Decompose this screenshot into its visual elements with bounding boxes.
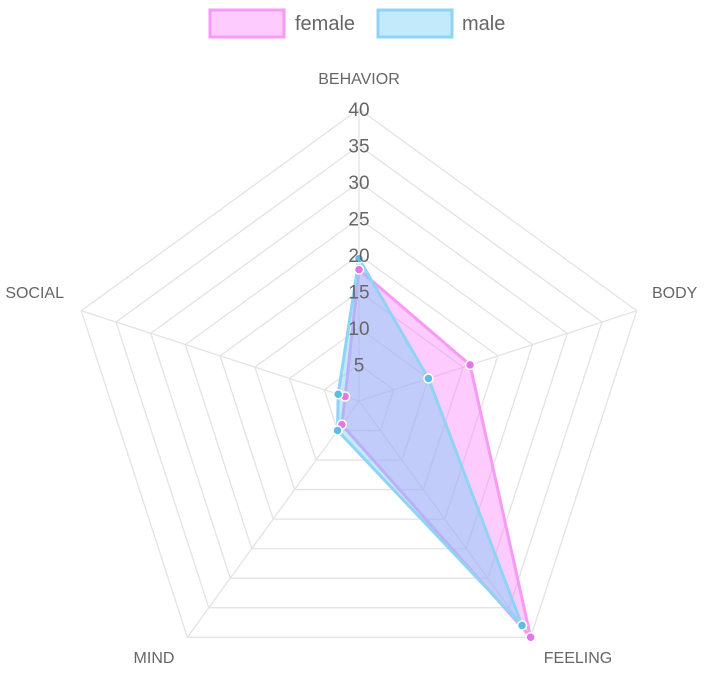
radar-grid xyxy=(80,108,638,638)
grid-ring xyxy=(254,290,464,491)
category-label-body: BODY xyxy=(652,285,698,302)
category-labels: BEHAVIOR BODY FEELING MIND SOCIAL xyxy=(5,71,697,667)
grid-ring xyxy=(288,327,430,461)
tick-label: 10 xyxy=(348,319,369,340)
data-point[interactable] xyxy=(464,359,476,371)
legend-swatch-female[interactable] xyxy=(208,8,286,39)
data-point[interactable] xyxy=(332,388,344,400)
tick-label: 25 xyxy=(348,210,369,231)
grid-spoke xyxy=(358,400,532,638)
legend-label-female[interactable]: female xyxy=(295,13,355,35)
category-label-social: SOCIAL xyxy=(5,285,64,302)
tick-label: 30 xyxy=(348,173,369,194)
tick-labels: 5 10 15 20 25 30 35 40 xyxy=(348,100,369,377)
grid-ring xyxy=(80,108,638,638)
tick-label: 15 xyxy=(348,283,369,304)
grid-ring xyxy=(323,363,395,432)
grid-ring xyxy=(115,144,603,609)
category-label-behavior: BEHAVIOR xyxy=(318,71,400,88)
category-label-feeling: FEELING xyxy=(544,650,612,667)
data-point[interactable] xyxy=(525,631,536,643)
category-label-mind: MIND xyxy=(134,650,175,667)
tick-label: 5 xyxy=(354,356,365,377)
tick-label: 40 xyxy=(348,100,369,121)
legend: female male xyxy=(208,8,505,39)
grid-ring xyxy=(184,217,534,550)
series-area xyxy=(336,257,524,627)
grid-spoke xyxy=(81,310,360,402)
legend-label-male[interactable]: male xyxy=(462,13,505,35)
data-point[interactable] xyxy=(423,373,434,384)
grid-ring xyxy=(219,254,499,520)
grid-spoke xyxy=(358,310,637,402)
data-point[interactable] xyxy=(353,253,365,264)
tick-label: 35 xyxy=(348,137,369,158)
data-point[interactable] xyxy=(332,425,343,436)
series-layer xyxy=(332,253,536,643)
data-point[interactable] xyxy=(353,264,365,275)
series-area xyxy=(340,268,533,639)
tick-label: 20 xyxy=(348,246,369,267)
data-point[interactable] xyxy=(516,620,528,631)
grid-ring xyxy=(149,181,569,579)
legend-swatch-male[interactable] xyxy=(376,8,454,39)
grid-spoke xyxy=(186,400,360,638)
